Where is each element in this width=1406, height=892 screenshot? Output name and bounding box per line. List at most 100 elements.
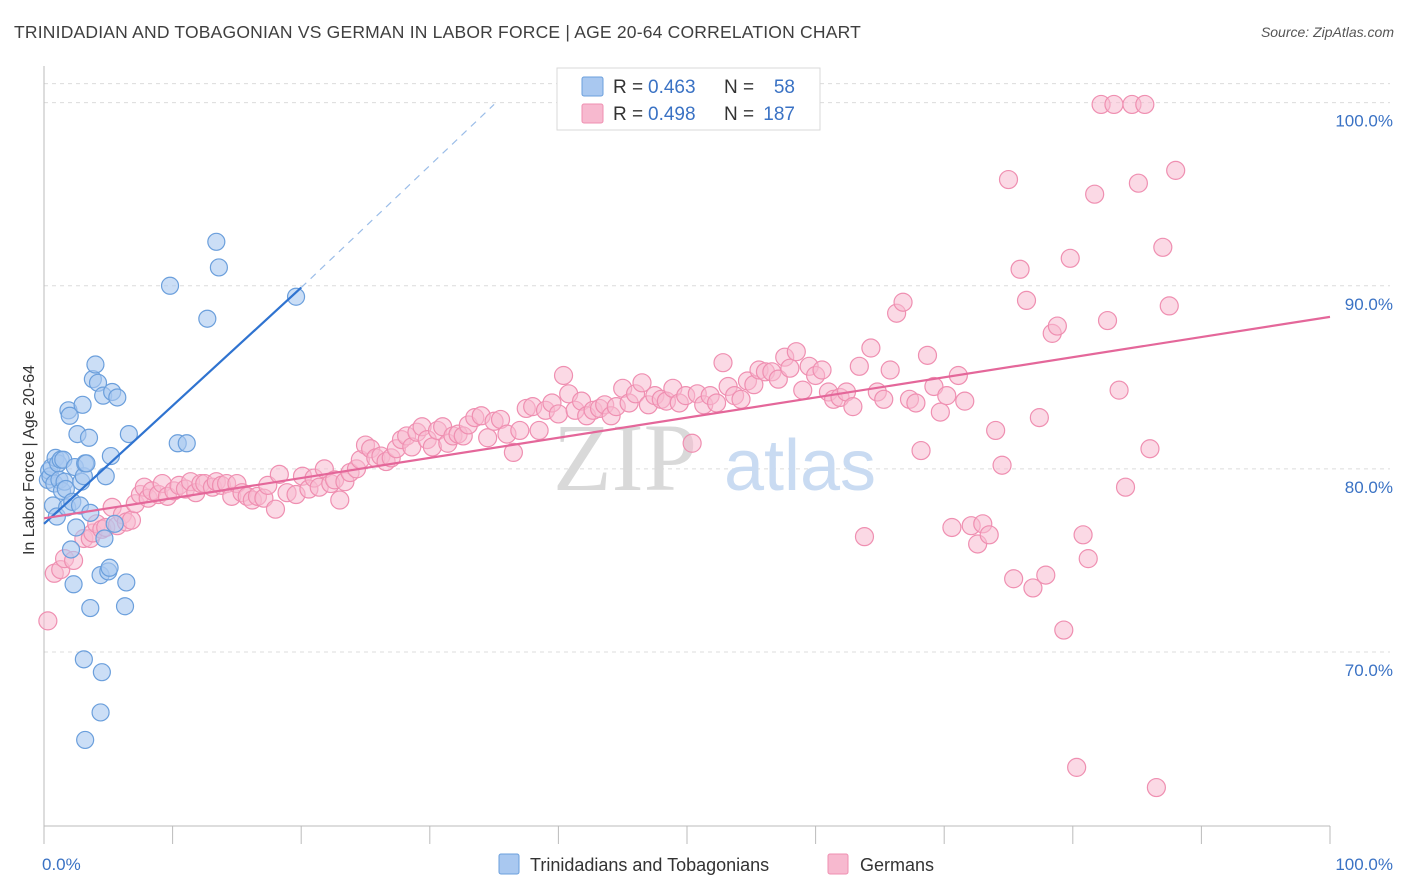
german-point: [265, 499, 286, 519]
german-point: [1140, 439, 1160, 459]
german-point: [1109, 380, 1129, 400]
pink-trend-line: [43, 315, 1331, 520]
german-point: [793, 380, 813, 400]
german-point: [906, 393, 926, 413]
legend-r-label-2: R =: [613, 104, 643, 125]
german-point: [1016, 290, 1037, 311]
y-tick-label: 80.0%: [1345, 478, 1393, 497]
watermark-zip: ZIP: [553, 404, 697, 511]
bottom-legend-label-1: Trinidadians and Tobagonians: [530, 855, 769, 875]
y-tick-label: 70.0%: [1345, 661, 1393, 680]
x-tick-labels: 0.0% 100.0%: [42, 855, 1393, 874]
legend-swatch-blue: [581, 76, 604, 97]
bottom-legend-swatch-blue: [498, 853, 520, 875]
trinidadian-point: [60, 406, 79, 425]
german-point: [682, 433, 702, 453]
bottom-legend-label-2: Germans: [860, 855, 934, 875]
trinidadian-point: [160, 276, 180, 295]
legend-n-label-2: N =: [724, 104, 754, 125]
german-point: [780, 358, 800, 378]
trinidadian-point: [105, 514, 124, 533]
trinidadian-point: [79, 428, 99, 447]
german-point: [330, 490, 350, 510]
y-tick-labels: 70.0% 80.0% 90.0% 100.0%: [1335, 112, 1393, 680]
german-point: [1036, 565, 1056, 585]
german-point: [553, 365, 574, 386]
german-point: [1104, 94, 1124, 115]
legend-r-value-2: 0.498: [648, 104, 696, 125]
german-point: [1047, 316, 1067, 336]
german-point: [731, 389, 751, 409]
trend-lines: [43, 104, 1331, 525]
trinidadian-point: [92, 663, 111, 682]
german-point: [1023, 578, 1043, 598]
legend-swatch-pink: [581, 103, 604, 124]
german-point: [955, 391, 975, 411]
legend-r-value-1: 0.463: [648, 77, 696, 98]
german-point: [1029, 408, 1049, 428]
german-point: [917, 345, 938, 365]
trinidadian-point: [81, 598, 100, 618]
german-point: [861, 338, 881, 358]
blue-trend-extension: [300, 104, 495, 289]
x-tick-label: 100.0%: [1335, 855, 1393, 874]
german-point: [1097, 310, 1118, 331]
source-note: Source: ZipAtlas.com: [1260, 24, 1394, 40]
trinidadian-point: [77, 454, 96, 473]
chart-title: TRINIDADIAN AND TOBAGONIAN VS GERMAN IN …: [14, 22, 861, 42]
german-point: [911, 440, 931, 461]
x-tick-label: 0.0%: [42, 855, 81, 874]
trinidadian-point: [115, 597, 135, 616]
legend-n-value-1: 58: [774, 77, 795, 98]
german-point: [38, 611, 58, 631]
axes: [43, 66, 1331, 844]
trinidadian-point: [96, 467, 115, 486]
y-tick-label: 100.0%: [1335, 112, 1393, 131]
german-point: [1004, 569, 1024, 589]
german-point: [1085, 184, 1105, 204]
trinidadian-point: [177, 434, 196, 453]
bottom-legend-swatch-pink: [827, 853, 849, 875]
trinidadian-point: [61, 540, 81, 559]
german-point: [706, 393, 727, 413]
bottom-legend: Trinidadians and Tobagonians Germans: [498, 853, 934, 875]
german-point: [510, 420, 530, 441]
trinidadian-point: [286, 287, 306, 306]
y-axis-title: In Labor Force | Age 20-64: [21, 365, 38, 555]
trinidadian-point: [74, 650, 93, 669]
german-points: [38, 94, 1186, 798]
trinidadian-point: [73, 395, 92, 414]
german-point: [1115, 477, 1136, 497]
german-point: [937, 386, 957, 406]
top-legend: R = 0.463 N = 58 R = 0.498 N = 187: [556, 67, 821, 131]
blue-trend-line: [43, 286, 302, 525]
trinidadian-point: [76, 730, 95, 750]
german-point: [786, 342, 806, 362]
german-point: [1153, 237, 1173, 257]
german-point: [843, 397, 863, 417]
german-point: [1010, 259, 1030, 279]
german-point: [893, 292, 913, 312]
german-point: [632, 373, 652, 393]
trinidadian-point: [209, 258, 228, 277]
german-point: [1060, 248, 1080, 268]
trinidadian-point: [108, 388, 127, 407]
german-point: [874, 389, 894, 409]
german-point: [1159, 296, 1179, 316]
legend-n-value-2: 187: [763, 104, 795, 125]
german-point: [1054, 620, 1074, 640]
german-point: [548, 404, 569, 424]
trinidadian-point: [86, 355, 105, 374]
trinidadian-point: [64, 575, 83, 594]
german-point: [854, 527, 875, 547]
german-point: [121, 510, 142, 530]
trinidadian-point: [198, 309, 217, 328]
legend-r-label-1: R =: [613, 77, 643, 98]
german-point: [998, 169, 1019, 190]
trinidadian-point: [207, 232, 226, 251]
german-point: [1073, 525, 1093, 545]
watermark-atlas: atlas: [724, 426, 876, 506]
zipatlas-watermark: ZIP atlas: [553, 404, 876, 511]
german-point: [1135, 94, 1155, 115]
y-tick-label: 90.0%: [1345, 295, 1393, 314]
